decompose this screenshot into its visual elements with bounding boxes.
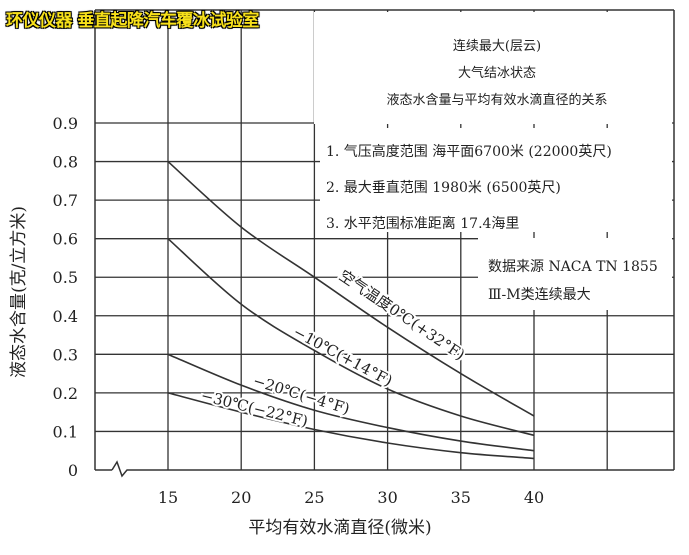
x-axis-label: 平均有效水滴直径(微米) xyxy=(248,518,431,538)
y-tick-label: 0.5 xyxy=(53,268,78,287)
x-tick-label: 40 xyxy=(524,488,544,507)
series-line-3 xyxy=(167,392,535,460)
x-axis-break xyxy=(111,460,674,478)
y-tick-label: 0.4 xyxy=(53,307,78,326)
overlay-title: 环仪仪器 垂直起降汽车覆冰试验室 xyxy=(6,11,259,31)
y-tick-label: 0.1 xyxy=(53,422,78,441)
x-tick-label: 15 xyxy=(158,488,178,507)
y-tick-label: 0.7 xyxy=(53,191,78,210)
source-line: 数据来源 NACA TN 1855 xyxy=(488,259,658,275)
y-tick-label: 0.3 xyxy=(53,345,78,364)
x-tick-label: 35 xyxy=(451,488,471,507)
notes-box-bg xyxy=(320,128,672,232)
title-line: 大气结冰状态 xyxy=(458,65,536,81)
x-tick-label: 20 xyxy=(231,488,251,507)
note-line: 1. 气压高度范围 海平面6700米 (22000英尺) xyxy=(326,143,612,160)
series-line-2 xyxy=(167,353,535,452)
source-box-bg xyxy=(478,238,672,310)
note-line: 3. 水平范围标准距离 17.4海里 xyxy=(326,215,519,232)
y-tick-label: 0.8 xyxy=(53,153,78,172)
y-tick-label: 0 xyxy=(68,461,78,480)
y-axis-label: 液态水含量(克/立方米) xyxy=(9,206,29,378)
title-line: 连续最大(层云) xyxy=(453,38,541,54)
series-label: −10℃(+14°F) xyxy=(290,323,395,390)
title-line: 液态水含量与平均有效水滴直径的关系 xyxy=(386,92,607,108)
source-line: Ⅲ-M类连续最大 xyxy=(488,286,591,303)
x-tick-label: 25 xyxy=(304,488,324,507)
title-box-bg xyxy=(314,12,672,124)
series-label: 空气温度0℃(+32°F) xyxy=(336,266,468,363)
note-line: 2. 最大垂直范围 1980米 (6500英尺) xyxy=(326,179,561,196)
y-tick-label: 0.9 xyxy=(53,114,78,133)
y-tick-label: 0.6 xyxy=(53,230,78,249)
series-line-1 xyxy=(167,238,535,437)
series-line-0 xyxy=(167,160,535,417)
x-tick-label: 30 xyxy=(377,488,397,507)
y-tick-label: 0.2 xyxy=(53,384,78,403)
